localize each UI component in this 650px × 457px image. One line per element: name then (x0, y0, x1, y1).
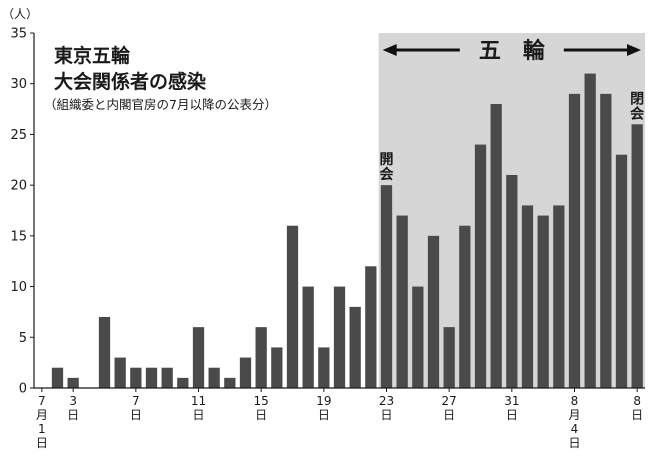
bar (631, 124, 643, 389)
x-tick-label: 7 (132, 394, 140, 408)
closing-ceremony-label: 閉会 (630, 91, 645, 122)
bar (396, 215, 408, 388)
x-tick-label: 31 (504, 394, 519, 408)
bar (255, 327, 267, 388)
y-axis-ticks: 0 5 10 15 20 25 30 35 (10, 27, 34, 397)
bar (271, 347, 283, 388)
y-axis-unit-label: （人） (2, 7, 38, 21)
x-tick-label: 4 (571, 422, 579, 436)
x-tick-label: 1 (38, 422, 46, 436)
bar (145, 367, 158, 388)
x-tick-label: 日 (380, 408, 392, 422)
x-tick-label: 月 (36, 408, 48, 422)
bar (286, 225, 299, 388)
bar (380, 185, 393, 388)
bar (600, 93, 612, 388)
bar (412, 286, 424, 388)
bar (553, 205, 565, 388)
x-tick-label: 11 (191, 394, 206, 408)
bar (365, 266, 377, 388)
x-tick-label: 日 (568, 436, 580, 450)
x-tick-label: 日 (318, 408, 330, 422)
y-tick-label: 5 (19, 331, 27, 346)
bar (51, 367, 64, 388)
bar (474, 144, 487, 388)
vertical-label-char: 閉 (630, 91, 644, 107)
x-tick-label: 23 (379, 394, 394, 408)
bar (349, 306, 361, 388)
games-label: 五 輪 (479, 38, 546, 64)
x-tick-label: 日 (192, 408, 204, 422)
bar (114, 357, 126, 388)
bar (208, 367, 220, 388)
x-tick-label: 日 (506, 408, 518, 422)
opening-ceremony-label: 開会 (380, 152, 395, 183)
bar (521, 205, 534, 388)
bar (506, 175, 518, 388)
x-tick-label: 15 (254, 394, 269, 408)
y-tick-label: 30 (10, 77, 27, 92)
x-tick-label: 7 (38, 394, 46, 408)
vertical-label-char: 会 (380, 166, 395, 183)
x-tick-label: 8 (571, 394, 579, 408)
x-tick-label: 日 (255, 408, 267, 422)
y-tick-label: 35 (10, 27, 27, 42)
bar (98, 317, 111, 388)
bar (615, 154, 628, 388)
vertical-label-char: 会 (630, 105, 645, 122)
bar (459, 225, 471, 388)
bar (302, 286, 314, 388)
bar (443, 327, 455, 388)
games-period-arrow (382, 44, 641, 56)
bar (333, 286, 346, 388)
bar (568, 93, 581, 388)
bar (177, 377, 189, 388)
bar (130, 367, 142, 388)
vertical-label-char: 開 (380, 152, 394, 168)
bar (490, 104, 502, 388)
bar (584, 73, 596, 389)
chart-title-line1: 東京五輪 (54, 44, 131, 67)
bar (318, 347, 330, 388)
x-tick-label: 日 (67, 408, 79, 422)
bar (67, 377, 79, 388)
bar (239, 357, 252, 388)
x-tick-label: 月 (568, 408, 580, 422)
x-tick-label: 日 (36, 436, 48, 450)
x-tick-label: 日 (631, 408, 643, 422)
chart-title-line2: 大会関係者の感染 (54, 70, 206, 93)
bar (537, 215, 549, 388)
x-tick-label: 8 (633, 394, 641, 408)
y-tick-label: 15 (10, 229, 27, 244)
x-tick-label: 3 (69, 394, 77, 408)
x-tick-label: 19 (316, 394, 331, 408)
y-tick-label: 0 (19, 382, 27, 397)
bar (427, 235, 440, 388)
chart-subtitle: （組織委と内閣官房の7月以降の公表分） (44, 97, 277, 112)
x-tick-label: 日 (443, 408, 455, 422)
x-tick-label: 日 (130, 408, 142, 422)
x-tick-label: 27 (442, 394, 457, 408)
bars (51, 73, 643, 389)
bar (161, 367, 173, 388)
y-tick-label: 20 (10, 179, 27, 194)
bar (224, 377, 236, 388)
y-tick-label: 10 (10, 280, 27, 295)
bar (192, 327, 205, 388)
y-tick-label: 25 (10, 128, 27, 143)
